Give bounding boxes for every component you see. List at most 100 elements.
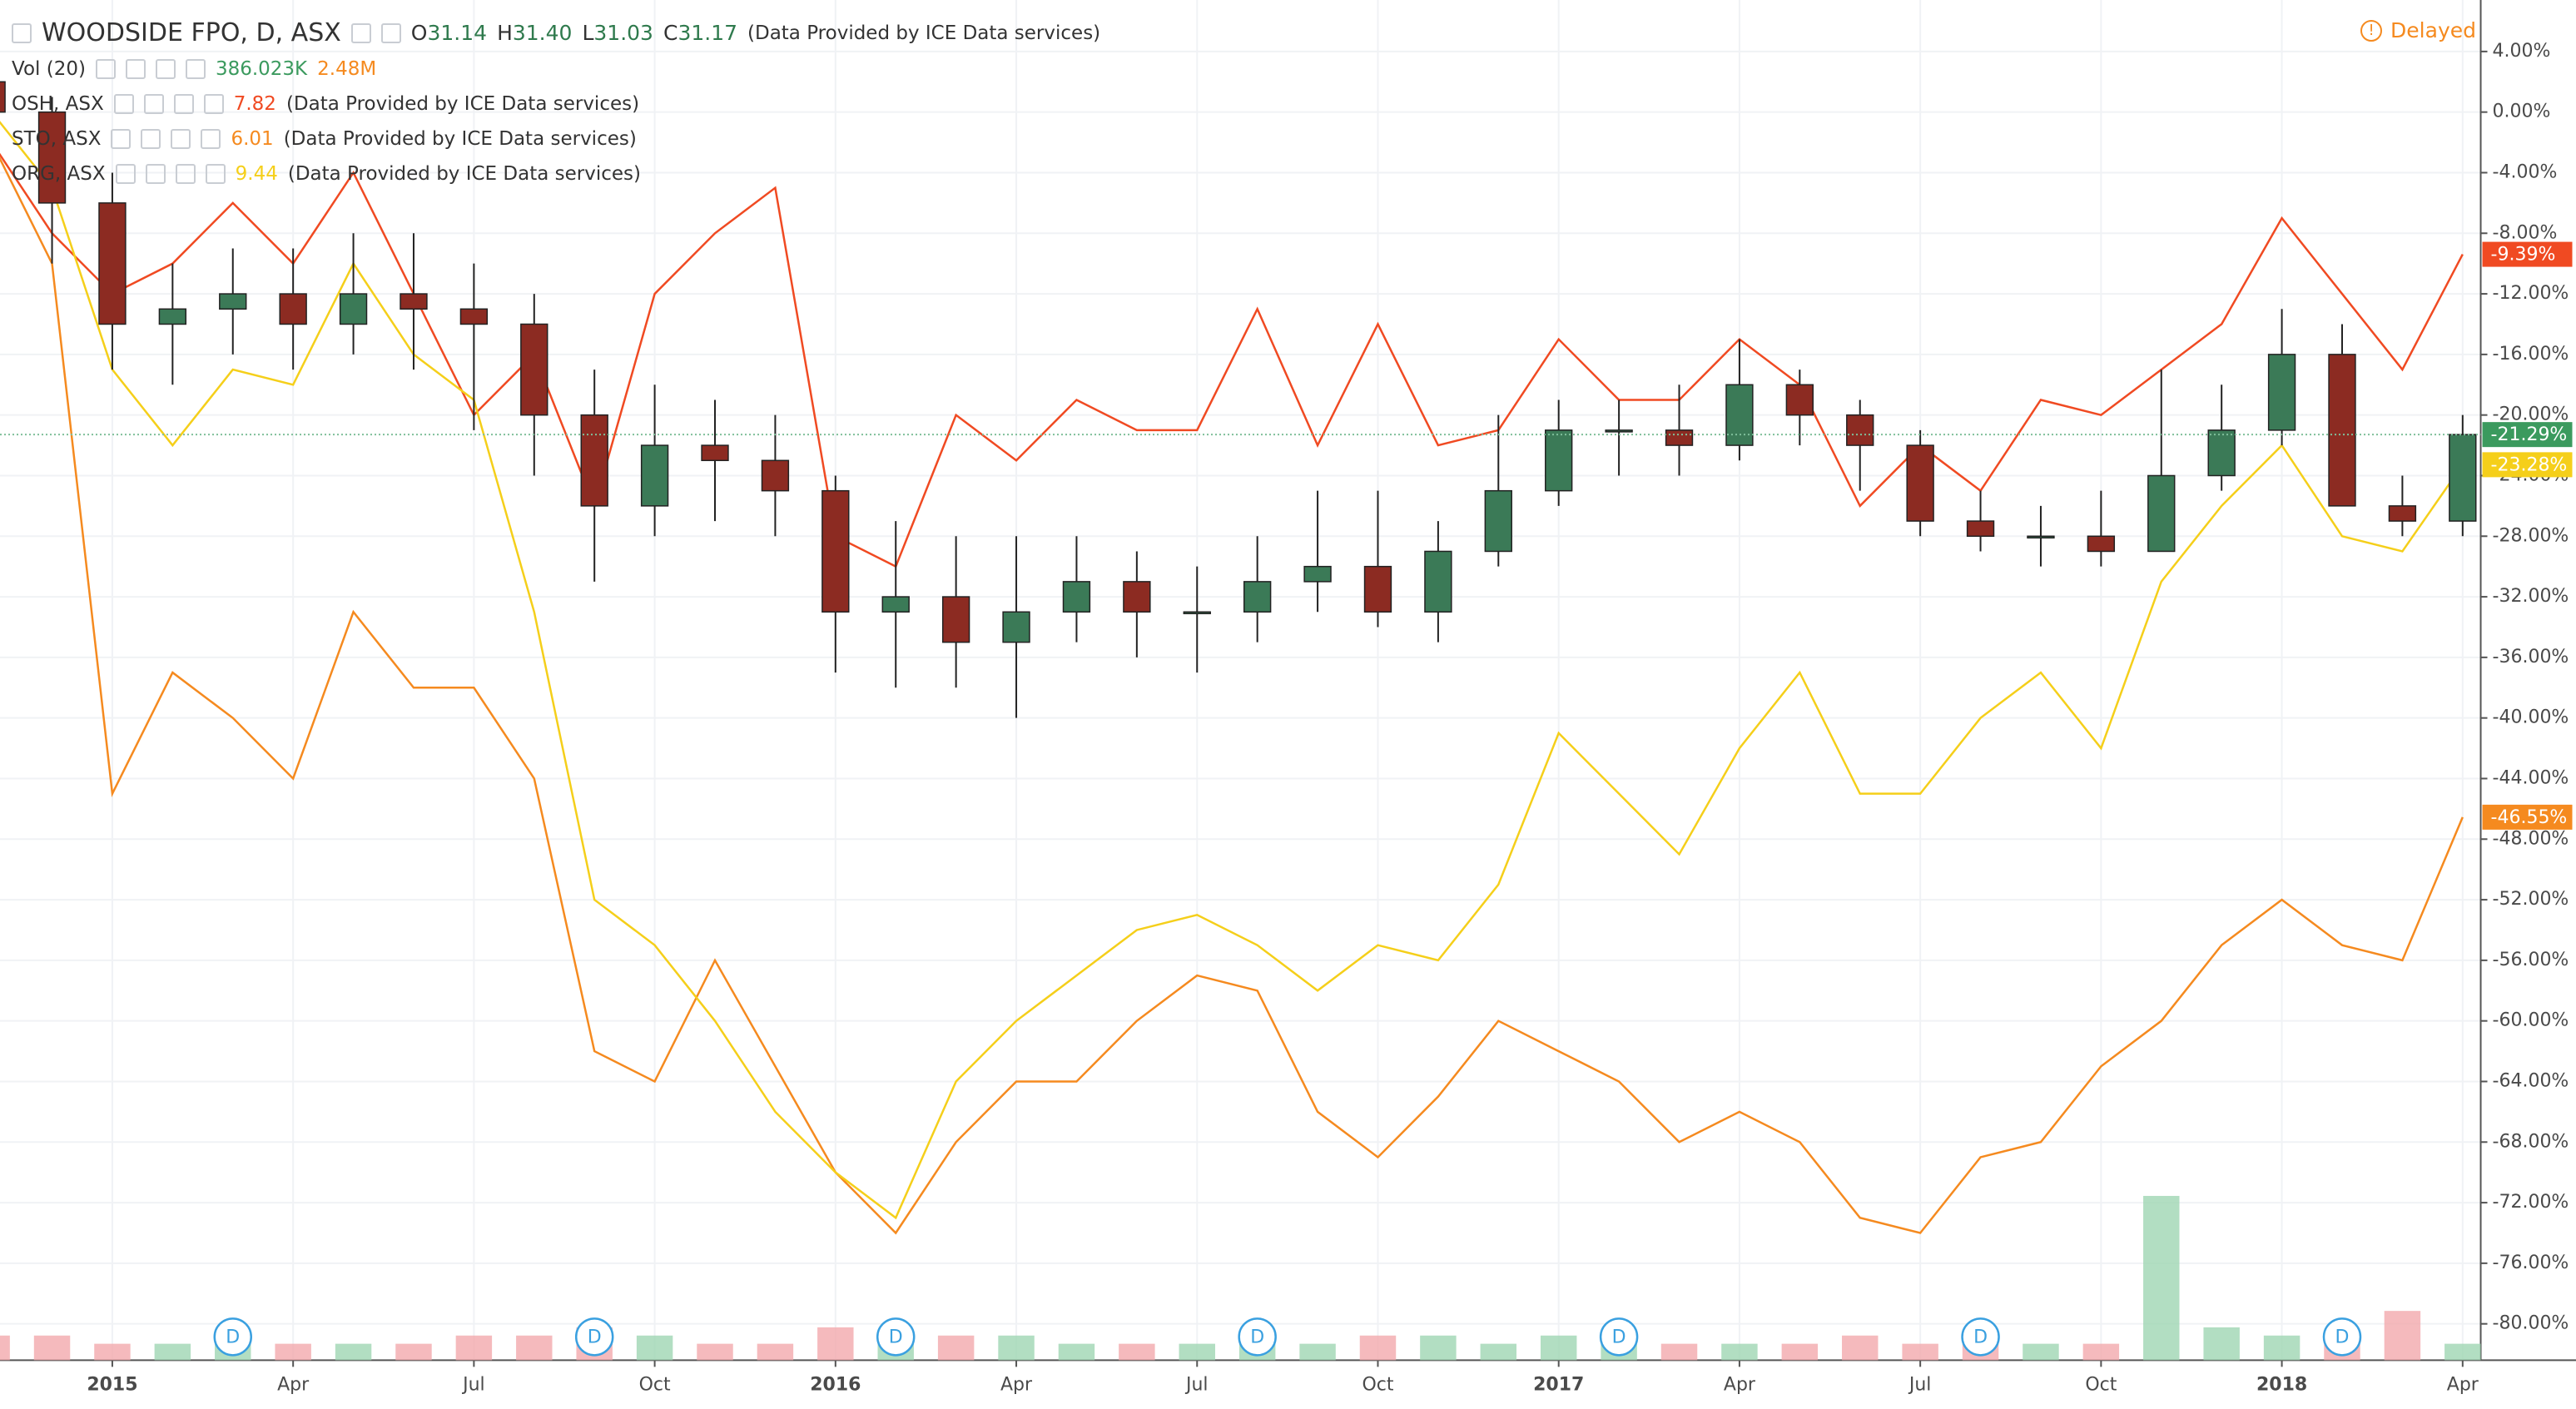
volume-bar xyxy=(2143,1195,2180,1361)
volume-bar xyxy=(455,1335,493,1361)
candle-body xyxy=(37,111,67,204)
legend-name: STO, ASX xyxy=(12,128,102,150)
icon[interactable] xyxy=(113,94,134,114)
dividend-marker xyxy=(574,1317,614,1357)
icon[interactable] xyxy=(115,164,136,184)
y-tick-label: -80.00% xyxy=(2493,1313,2569,1334)
candle-body xyxy=(1785,384,1814,416)
icon[interactable] xyxy=(143,94,164,114)
volume-bar xyxy=(33,1335,71,1361)
candle-body xyxy=(881,596,910,613)
last-value-label: -21.29% xyxy=(2491,424,2568,445)
volume-bar xyxy=(1299,1343,1336,1361)
volume-bar xyxy=(154,1343,191,1361)
volume-bar xyxy=(1480,1343,1517,1361)
volume-bar xyxy=(335,1343,372,1361)
main-legend: WOODSIDE FPO, D, ASX O31.14 H31.40 L31.0… xyxy=(12,18,1100,47)
candle-body xyxy=(2087,535,2116,553)
y-tick-label: -76.00% xyxy=(2493,1253,2569,1273)
delayed-badge[interactable]: ! Delayed xyxy=(2360,18,2476,42)
icon[interactable] xyxy=(201,129,221,149)
source-note: (Data Provided by ICE Data services) xyxy=(283,128,637,150)
volume-bar xyxy=(1420,1335,1457,1361)
x-tick-label: Jul xyxy=(1908,1374,1932,1395)
icon[interactable] xyxy=(145,164,166,184)
volume-bar xyxy=(757,1343,794,1361)
candle-body xyxy=(219,293,247,310)
icon[interactable] xyxy=(95,59,116,79)
volume-value: 386.023K xyxy=(215,58,308,80)
candle-body xyxy=(580,414,608,507)
candle-body xyxy=(1605,429,1633,433)
ohlc-label: C xyxy=(663,21,678,45)
legend-entry: OSH, ASX 7.82 (Data Provided by ICE Data s… xyxy=(12,93,639,115)
candle-body xyxy=(1545,429,1573,492)
candle-body xyxy=(98,202,127,325)
icon[interactable] xyxy=(173,94,194,114)
icon[interactable] xyxy=(185,59,206,79)
legend-entry: ORG, ASX 9.44 (Data Provided by ICE Data s… xyxy=(12,163,641,185)
volume-bar xyxy=(1359,1335,1397,1361)
candle-body xyxy=(1424,550,1452,613)
y-tick-label: -68.00% xyxy=(2493,1131,2569,1152)
candle-body xyxy=(2328,354,2356,507)
dividend-marker xyxy=(1238,1317,1277,1357)
x-tick-label: 2016 xyxy=(810,1374,861,1395)
icon[interactable] xyxy=(203,94,224,114)
collapse-icon[interactable] xyxy=(12,22,32,43)
last-value-tag xyxy=(2482,422,2573,448)
legend-value: 6.01 xyxy=(231,128,274,150)
dividend-marker xyxy=(213,1317,253,1357)
gear-icon[interactable] xyxy=(380,22,401,43)
x-tick-label: 2018 xyxy=(2256,1374,2307,1395)
volume-bar xyxy=(1842,1335,1879,1361)
ohlc-value: 31.03 xyxy=(593,21,653,45)
dividend-label: D xyxy=(2335,1327,2350,1347)
dividend-label: D xyxy=(889,1327,903,1347)
y-tick-label: -16.00% xyxy=(2493,344,2569,365)
icon[interactable] xyxy=(205,164,226,184)
x-tick-label: Jul xyxy=(461,1374,485,1395)
last-value-label: -46.55% xyxy=(2491,807,2568,828)
ohlc-h: H31.40 xyxy=(497,21,572,45)
candle-body xyxy=(339,293,368,325)
y-tick-label: -40.00% xyxy=(2493,707,2569,728)
volume-bar xyxy=(2263,1335,2301,1361)
y-tick-label: -36.00% xyxy=(2493,647,2569,667)
ohlc-value: 31.17 xyxy=(678,21,738,45)
last-value-label: -9.39% xyxy=(2491,245,2556,265)
settings-icon[interactable] xyxy=(350,22,371,43)
volume-bar xyxy=(2023,1343,2059,1361)
icon[interactable] xyxy=(141,129,161,149)
candle-body xyxy=(2027,535,2055,539)
ohlc-o: O31.14 xyxy=(411,21,487,45)
y-tick-label: 0.00% xyxy=(2493,102,2551,122)
candle-body xyxy=(640,444,669,507)
volume-bar xyxy=(1660,1343,1698,1361)
volume-title: Vol (20) xyxy=(12,58,86,80)
candle-body xyxy=(1062,581,1091,613)
icon[interactable] xyxy=(175,164,196,184)
source-note: (Data Provided by ICE Data services) xyxy=(747,22,1101,44)
icon[interactable] xyxy=(111,129,132,149)
icon[interactable] xyxy=(155,59,176,79)
candle-body xyxy=(1966,520,1995,538)
volume-bar xyxy=(516,1335,553,1361)
icon[interactable] xyxy=(171,129,191,149)
volume-bar xyxy=(395,1343,432,1361)
volume-bar xyxy=(1540,1335,1577,1361)
legend-name: ORG, ASX xyxy=(12,163,106,185)
volume-bar xyxy=(937,1335,975,1361)
volume-bar xyxy=(1179,1343,1215,1361)
volume-bar xyxy=(817,1327,854,1361)
x-tick-label: Apr xyxy=(2447,1374,2479,1395)
ohlc-value: 31.40 xyxy=(512,21,573,45)
icon[interactable] xyxy=(125,59,146,79)
last-value-tag xyxy=(2482,452,2573,478)
candle-body xyxy=(1906,444,1934,522)
y-tick-label: -48.00% xyxy=(2493,828,2569,849)
volume-bar xyxy=(2444,1343,2481,1361)
last-value-tag xyxy=(2482,804,2573,830)
ohlc-label: H xyxy=(497,21,513,45)
